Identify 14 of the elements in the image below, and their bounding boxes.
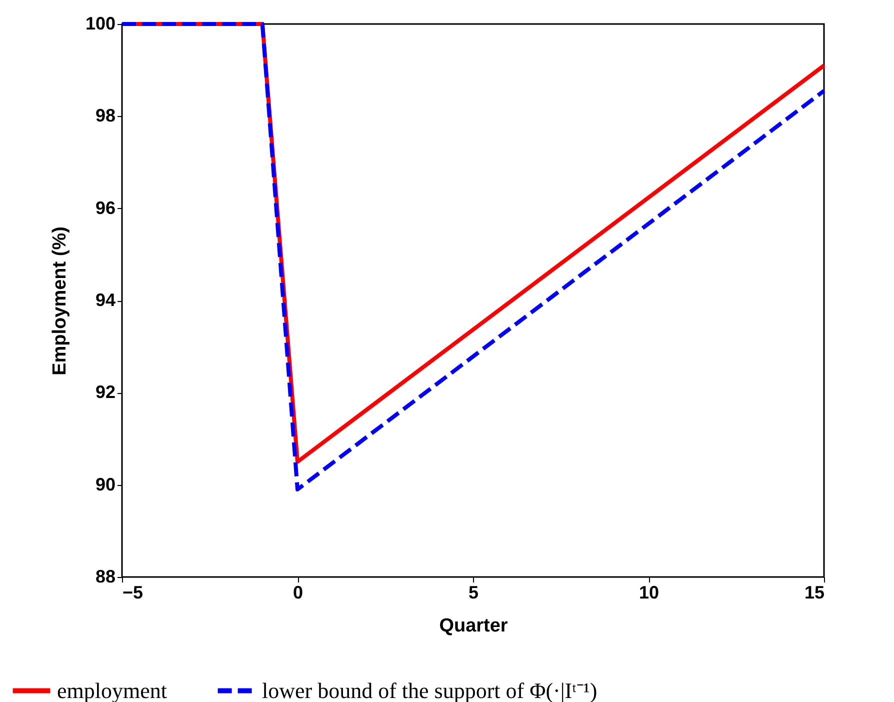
y-tick-label: 92 [95,382,116,402]
y-axis-title: Employment (%) [49,226,70,376]
x-tick-label: 10 [638,582,660,602]
y-tick-label: 100 [85,14,116,34]
x-tick-label: 0 [292,582,304,602]
x-axis-title: Quarter [439,616,508,636]
y-tick-label: 96 [95,198,116,218]
y-tick-label: 90 [95,474,116,494]
x-tick-label: 15 [804,582,824,602]
y-tick-label: 88 [95,566,116,586]
y-tick-label: 98 [95,106,116,126]
y-tick-label: 94 [95,290,116,310]
x-tick-label: 5 [468,582,479,602]
x-tick-label: −5 [122,582,144,602]
